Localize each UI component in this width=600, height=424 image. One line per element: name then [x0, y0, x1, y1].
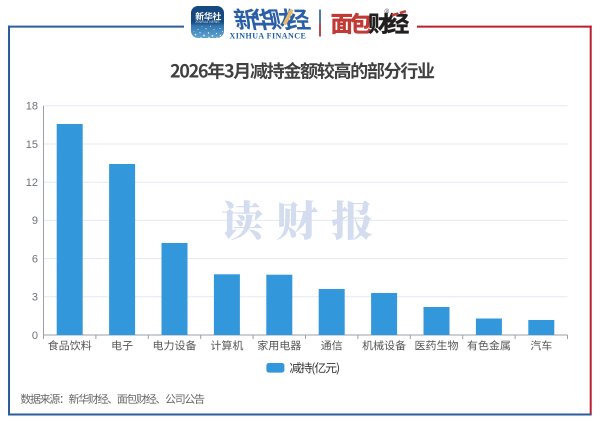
svg-text:0: 0: [32, 330, 38, 342]
svg-text:XINHUA NEWS: XINHUA NEWS: [195, 20, 220, 24]
svg-text:®: ®: [385, 9, 390, 16]
svg-text:15: 15: [26, 139, 38, 151]
svg-text:18: 18: [26, 101, 38, 113]
svg-text:12: 12: [26, 177, 38, 189]
svg-text:6: 6: [32, 253, 38, 265]
svg-text:9: 9: [32, 215, 38, 227]
svg-text:3: 3: [32, 292, 38, 304]
svg-text:XINHUA FINANCE: XINHUA FINANCE: [230, 32, 307, 41]
